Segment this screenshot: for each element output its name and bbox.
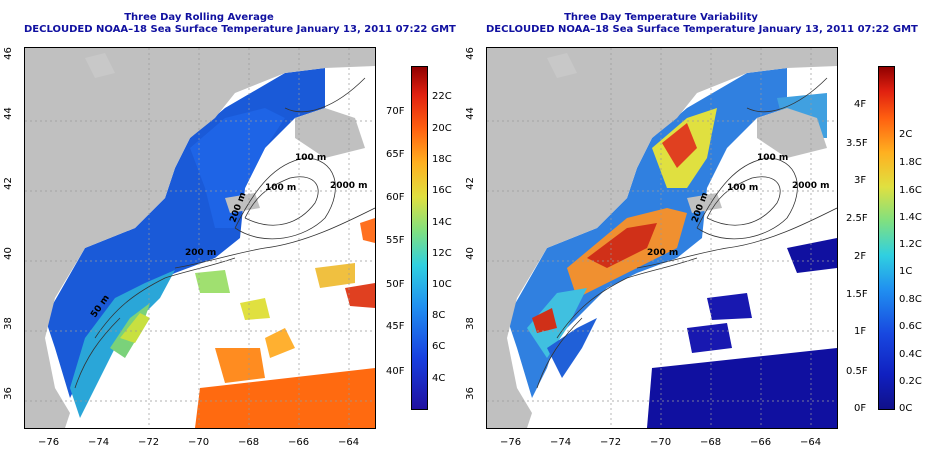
x-tick: −64 xyxy=(800,437,822,448)
x-tick: −76 xyxy=(38,437,60,448)
colorbar-c-label: 16C xyxy=(432,185,452,196)
x-tick: −72 xyxy=(138,437,160,448)
x-tick: −68 xyxy=(238,437,260,448)
left-colorbar xyxy=(411,66,428,410)
y-tick: 40 xyxy=(2,247,14,260)
y-tick: 42 xyxy=(464,177,476,190)
x-tick: −74 xyxy=(550,437,572,448)
y-tick: 46 xyxy=(464,47,476,60)
colorbar-f-label: 1.5F xyxy=(846,289,868,300)
x-tick: −76 xyxy=(500,437,522,448)
colorbar-c-label: 0C xyxy=(899,403,913,414)
colorbar-f-label: 40F xyxy=(386,366,405,377)
contour-label: 100 m xyxy=(727,183,758,193)
contour-label: 2000 m xyxy=(792,181,830,191)
left-map-canvas: 100 m 100 m 2000 m 200 m 50 m 200 m xyxy=(25,48,375,428)
warm-offshore-region xyxy=(195,368,375,428)
colorbar-c-label: 6C xyxy=(432,341,446,352)
y-tick: 44 xyxy=(2,107,14,120)
colorbar-f-label: 0F xyxy=(854,403,867,414)
colorbar-c-label: 0.6C xyxy=(899,321,922,332)
y-tick: 46 xyxy=(2,47,14,60)
x-tick: −74 xyxy=(88,437,110,448)
right-title: Three Day Temperature Variability xyxy=(564,12,758,23)
right-colorbar xyxy=(878,66,895,410)
y-tick: 36 xyxy=(2,387,14,400)
colorbar-f-label: 3.5F xyxy=(846,138,868,149)
colorbar-c-label: 1.8C xyxy=(899,157,922,168)
y-tick: 44 xyxy=(464,107,476,120)
left-map: 100 m 100 m 2000 m 200 m 50 m 200 m xyxy=(24,47,376,429)
x-tick: −70 xyxy=(188,437,210,448)
y-tick: 38 xyxy=(2,317,14,330)
colorbar-c-label: 1C xyxy=(899,266,913,277)
x-tick: −68 xyxy=(700,437,722,448)
y-tick: 36 xyxy=(464,387,476,400)
right-map-canvas: 100 m 100 m 2000 m 200 m 200 m xyxy=(487,48,837,428)
low-variability-region xyxy=(647,348,837,428)
colorbar-c-label: 0.8C xyxy=(899,294,922,305)
colorbar-c-label: 1.2C xyxy=(899,239,922,250)
land-mass xyxy=(487,48,837,428)
colorbar-c-label: 4C xyxy=(432,373,446,384)
colorbar-f-label: 60F xyxy=(386,192,405,203)
colorbar-c-label: 12C xyxy=(432,248,452,259)
colorbar-c-label: 0.4C xyxy=(899,349,922,360)
colorbar-f-label: 70F xyxy=(386,106,405,117)
bathymetry-contours xyxy=(74,77,375,389)
grid-lines xyxy=(487,48,837,428)
contour-label: 100 m xyxy=(757,153,788,163)
grid-lines xyxy=(25,48,375,428)
colorbar-f-label: 50F xyxy=(386,279,405,290)
colorbar-c-label: 1.4C xyxy=(899,212,922,223)
colorbar-c-label: 2C xyxy=(899,129,913,140)
colorbar-c-label: 10C xyxy=(432,279,452,290)
contour-label: 2000 m xyxy=(330,181,368,191)
colorbar-f-label: 2.5F xyxy=(846,213,868,224)
x-tick: −66 xyxy=(750,437,772,448)
colorbar-c-label: 1.6C xyxy=(899,185,922,196)
colorbar-f-label: 2F xyxy=(854,251,867,262)
x-tick: −64 xyxy=(338,437,360,448)
left-title: Three Day Rolling Average xyxy=(124,12,274,23)
x-tick: −66 xyxy=(288,437,310,448)
colorbar-c-label: 18C xyxy=(432,154,452,165)
colorbar-c-label: 14C xyxy=(432,217,452,228)
colorbar-f-label: 4F xyxy=(854,99,867,110)
colorbar-f-label: 0.5F xyxy=(846,366,868,377)
contour-label: 200 m xyxy=(647,248,678,258)
x-tick: −72 xyxy=(600,437,622,448)
y-tick: 40 xyxy=(464,247,476,260)
colorbar-c-label: 22C xyxy=(432,91,452,102)
right-subtitle: DECLOUDED NOAA–18 Sea Surface Temperatur… xyxy=(486,24,918,35)
colorbar-f-label: 45F xyxy=(386,321,405,332)
colorbar-f-label: 65F xyxy=(386,149,405,160)
land-mass xyxy=(25,48,375,428)
colorbar-c-label: 0.2C xyxy=(899,376,922,387)
right-map: 100 m 100 m 2000 m 200 m 200 m xyxy=(486,47,838,429)
x-tick: −70 xyxy=(650,437,672,448)
colorbar-f-label: 55F xyxy=(386,235,405,246)
y-tick: 38 xyxy=(464,317,476,330)
colorbar-c-label: 8C xyxy=(432,310,446,321)
contour-label: 100 m xyxy=(295,153,326,163)
contour-label: 100 m xyxy=(265,183,296,193)
y-tick: 42 xyxy=(2,177,14,190)
colorbar-f-label: 1F xyxy=(854,326,867,337)
bathymetry-contours xyxy=(536,77,837,389)
left-subtitle: DECLOUDED NOAA–18 Sea Surface Temperatur… xyxy=(24,24,456,35)
colorbar-f-label: 3F xyxy=(854,175,867,186)
contour-label: 200 m xyxy=(185,248,216,258)
colorbar-c-label: 20C xyxy=(432,123,452,134)
